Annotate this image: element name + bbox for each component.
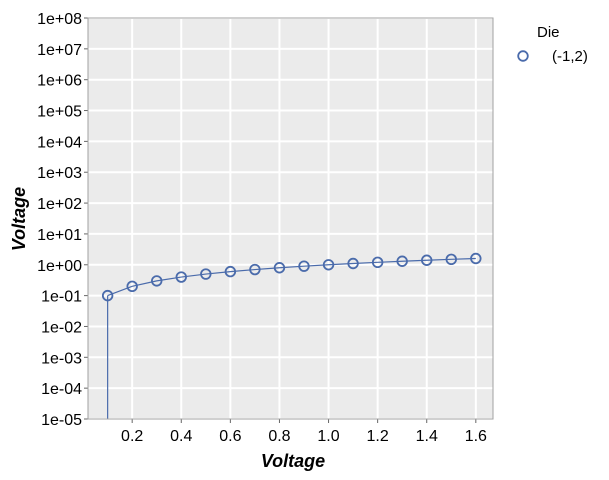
y-tick-label: 1e+08 [37, 11, 82, 28]
data-point [151, 275, 163, 287]
legend-title: Die [537, 24, 560, 41]
data-point [200, 268, 212, 280]
data-point [249, 263, 261, 276]
data-point [126, 280, 138, 293]
x-tick-label: 0.4 [170, 428, 192, 445]
y-tick-label: 1e-02 [41, 319, 82, 336]
y-tick-label: 1e-04 [41, 381, 82, 398]
legend: Die (-1,2) [517, 24, 588, 65]
y-tick-label: 1e+07 [37, 42, 82, 59]
x-tick-label: 0.8 [268, 428, 290, 445]
x-tick-label: 1.2 [367, 428, 389, 445]
x-tick-label: 0.6 [219, 428, 241, 445]
x-axis: 0.2 0.4 0.6 0.8 1.0 1.2 1.4 1.6 [121, 419, 487, 445]
y-tick-label: 1e+05 [37, 104, 82, 121]
data-point [470, 252, 482, 265]
x-tick-label: 1.6 [465, 428, 487, 445]
plot-background [88, 18, 493, 419]
y-tick-label: 1e-01 [41, 289, 82, 306]
y-tick-label: 1e-05 [41, 412, 82, 429]
data-point [298, 260, 310, 272]
data-point [322, 259, 335, 271]
y-tick-label: 1e+03 [37, 165, 82, 182]
plot-frame [87, 17, 494, 420]
data-point [101, 289, 114, 302]
x-tick-label: 1.0 [317, 428, 339, 445]
data-point [396, 255, 408, 267]
legend-entry-label: (-1,2) [552, 48, 588, 65]
x-tick-label: 1.4 [416, 428, 438, 445]
y-tick-label: 1e+02 [37, 196, 82, 213]
data-point [445, 253, 457, 266]
series-layer [101, 252, 482, 419]
data-point [421, 254, 433, 266]
y-tick-label: 1e+06 [37, 73, 82, 90]
data-point [347, 257, 359, 270]
y-axis-title: Voltage [9, 187, 29, 251]
series-line [107, 257, 476, 297]
data-point [224, 265, 237, 278]
data-point [175, 271, 187, 283]
y-axis: 1e+08 1e+07 1e+06 1e+05 1e+04 1e+03 1e+02 1e+01… [37, 11, 88, 429]
y-tick-label: 1e+01 [37, 227, 82, 244]
y-tick-label: 1e-03 [41, 350, 82, 367]
legend-marker [517, 50, 529, 62]
data-point [371, 256, 384, 269]
y-tick-label: 1e+00 [37, 258, 82, 275]
x-axis-title: Voltage [261, 451, 325, 471]
x-tick-label: 0.2 [121, 428, 143, 445]
y-tick-label: 1e+04 [37, 134, 82, 151]
data-point [273, 262, 286, 274]
